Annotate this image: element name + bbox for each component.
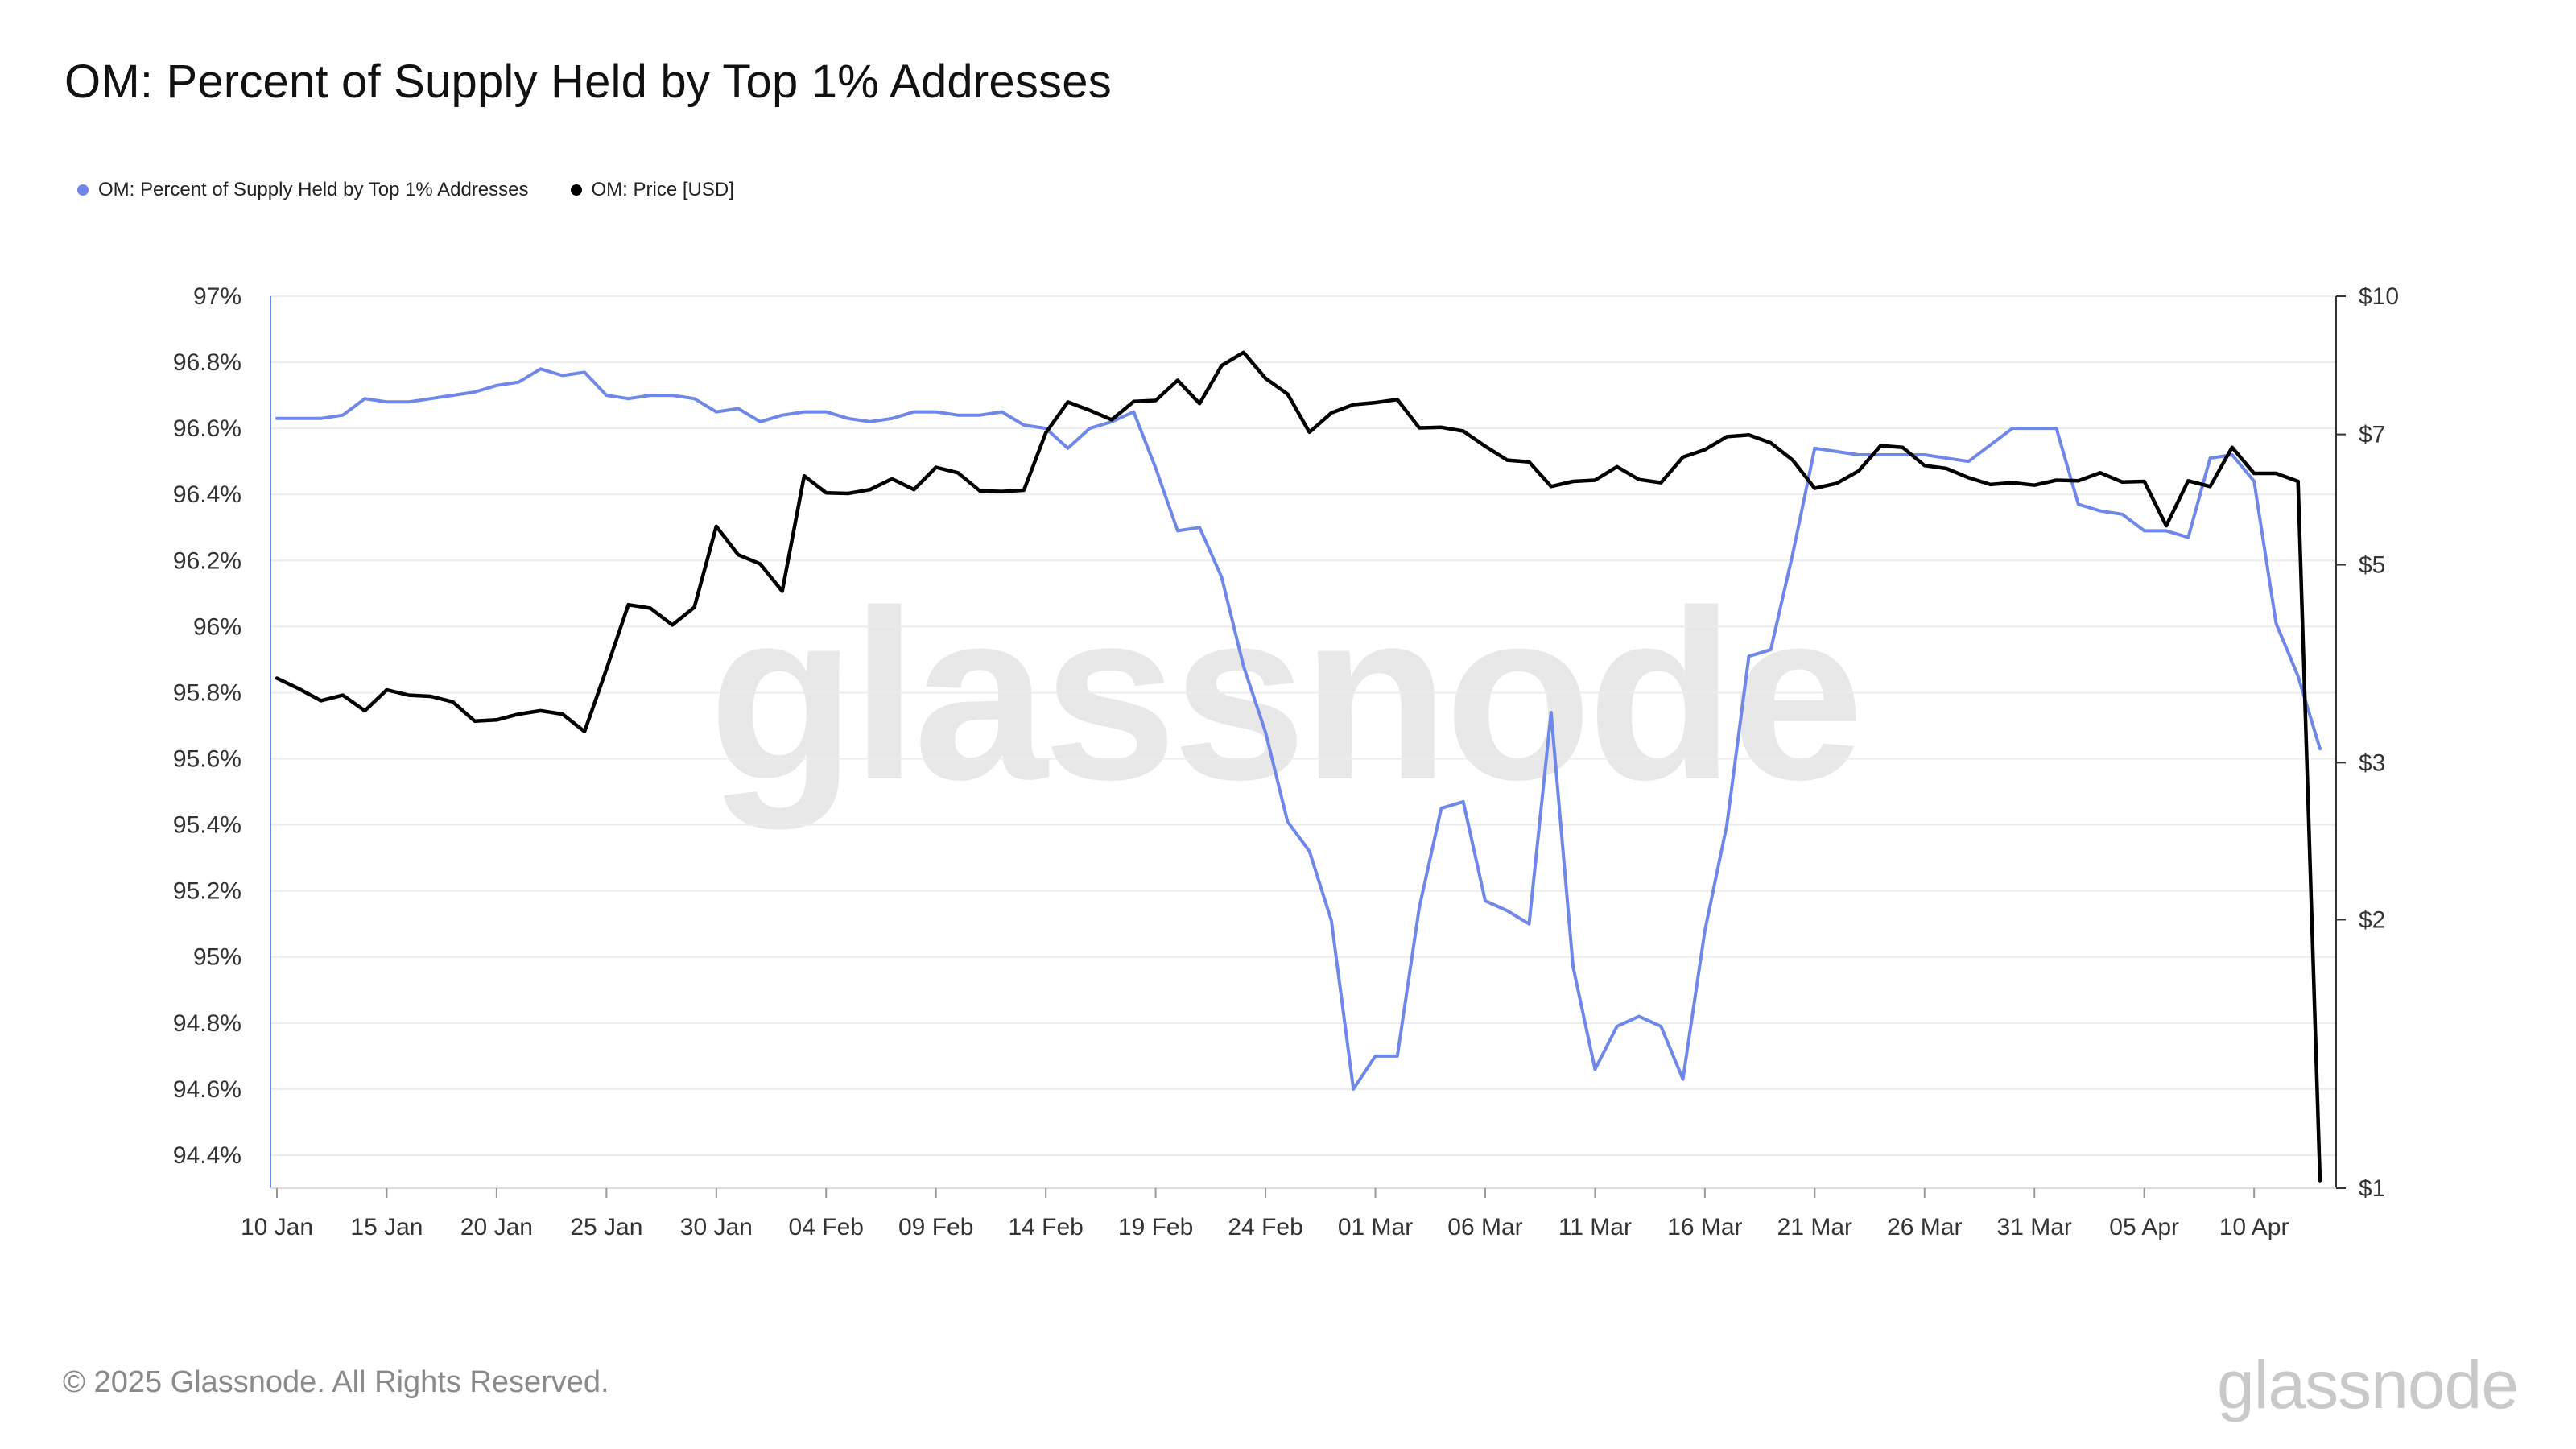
y-right-tick-label: $2 (2359, 906, 2385, 933)
x-tick-label: 09 Feb (898, 1214, 973, 1241)
x-tick-label: 05 Apr (2109, 1214, 2179, 1241)
x-tick-label: 14 Feb (1008, 1214, 1083, 1241)
y-right-tick-label: $5 (2359, 552, 2385, 579)
y-right-tick-label: $10 (2359, 283, 2399, 310)
y-left-tick-label: 96.4% (173, 481, 242, 508)
legend-label-price: OM: Price [USD] (591, 179, 734, 200)
x-tick-label: 20 Jan (460, 1214, 533, 1241)
series-line-percent-supply (275, 367, 2322, 1091)
x-tick-label: 24 Feb (1228, 1214, 1302, 1241)
legend-label-percent-supply: OM: Percent of Supply Held by Top 1% Add… (98, 179, 529, 200)
glassnode-logo: glassnode (2217, 1347, 2519, 1422)
x-tick-label: 01 Mar (1338, 1214, 1413, 1241)
left-axis-ticks: 97% 96.8% 96.6% 96.4% 96.2% 96% 95.8% 95.6% 95.4… (173, 283, 242, 1169)
x-tick-label: 06 Mar (1447, 1214, 1522, 1241)
x-tick-label: 04 Feb (789, 1214, 864, 1241)
x-tick-label: 10 Jan (241, 1214, 313, 1241)
x-tick-label: 15 Jan (350, 1214, 423, 1241)
y-left-tick-label: 96.2% (173, 547, 242, 574)
y-left-tick-label: 97% (193, 283, 242, 310)
y-left-tick-label: 96.8% (173, 349, 242, 376)
y-left-tick-label: 95.4% (173, 812, 242, 839)
series-line-price (275, 350, 2322, 1183)
y-left-tick-label: 95.2% (173, 878, 242, 905)
y-left-tick-label: 96.6% (173, 415, 242, 442)
right-axis-ticks: $10 $7 $5 $3 $2 $1 (2336, 283, 2399, 1202)
y-left-tick-label: 94.8% (173, 1010, 242, 1037)
legend-item-percent-supply[interactable]: OM: Percent of Supply Held by Top 1% Add… (77, 179, 529, 201)
copyright-text: © 2025 Glassnode. All Rights Reserved. (63, 1365, 609, 1399)
y-left-tick-label: 95.8% (173, 679, 242, 706)
legend: OM: Percent of Supply Held by Top 1% Add… (77, 179, 776, 201)
y-right-tick-label: $3 (2359, 749, 2385, 776)
x-tick-label: 11 Mar (1558, 1214, 1632, 1241)
series-lines (275, 350, 2322, 1183)
x-tick-label: 25 Jan (570, 1214, 642, 1241)
y-right-tick-label: $1 (2359, 1175, 2385, 1202)
watermark: glassnode (708, 559, 1864, 830)
axes (270, 296, 2337, 1189)
x-tick-label: 10 Apr (2219, 1214, 2289, 1241)
y-left-tick-label: 95% (193, 944, 242, 971)
x-tick-label: 26 Mar (1887, 1214, 1962, 1241)
legend-item-price[interactable]: OM: Price [USD] (570, 179, 734, 201)
x-tick-label: 21 Mar (1777, 1214, 1852, 1241)
y-right-tick-label: $7 (2359, 422, 2385, 448)
y-left-tick-label: 94.4% (173, 1142, 242, 1169)
gridlines (270, 295, 2336, 1156)
x-axis-ticks: 10 Jan 15 Jan 20 Jan 25 Jan 30 Jan 04 Feb 09 F… (241, 1188, 2289, 1241)
x-tick-label: 30 Jan (680, 1214, 753, 1241)
x-tick-label: 31 Mar (1997, 1214, 2072, 1241)
y-left-tick-label: 95.6% (173, 746, 242, 773)
x-tick-label: 16 Mar (1667, 1214, 1742, 1241)
legend-swatch-price (570, 184, 582, 196)
legend-swatch-percent-supply (77, 184, 89, 196)
y-left-tick-label: 94.6% (173, 1076, 242, 1103)
y-left-tick-label: 96% (193, 613, 242, 640)
x-tick-label: 19 Feb (1118, 1214, 1193, 1241)
chart-title: OM: Percent of Supply Held by Top 1% Add… (64, 56, 1112, 108)
